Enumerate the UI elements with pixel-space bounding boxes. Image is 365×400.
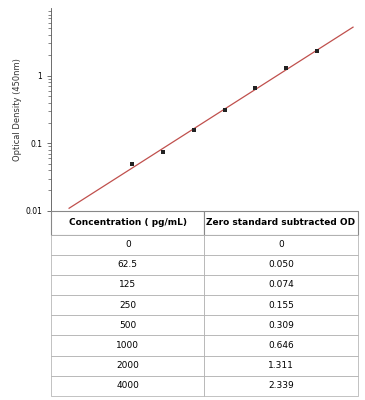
Point <box>314 48 320 54</box>
X-axis label: RNASE1 Concentration(pg/mL): RNASE1 Concentration(pg/mL) <box>140 232 269 241</box>
Point <box>283 64 289 71</box>
Point <box>130 160 135 167</box>
Point <box>160 149 166 155</box>
Point <box>222 107 228 113</box>
Point <box>253 85 258 92</box>
Y-axis label: Optical Density (450nm): Optical Density (450nm) <box>14 58 22 161</box>
Point <box>191 127 197 134</box>
